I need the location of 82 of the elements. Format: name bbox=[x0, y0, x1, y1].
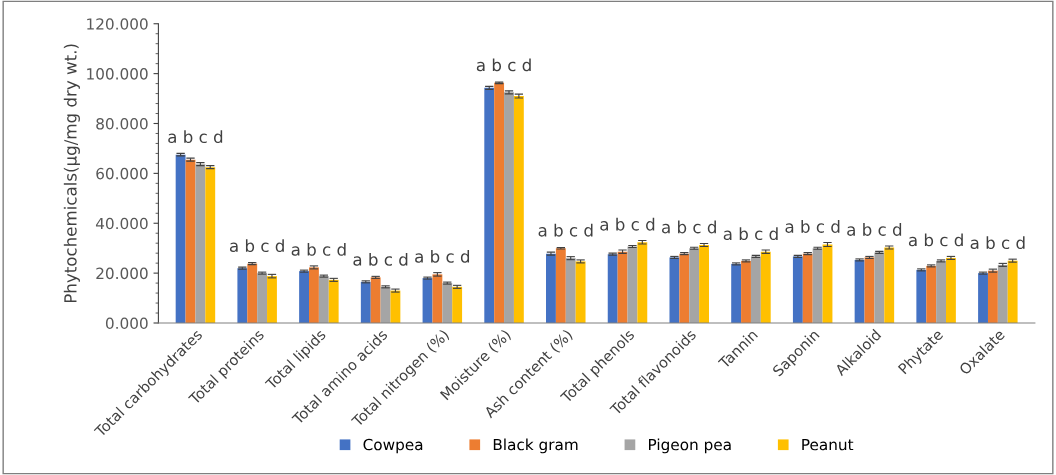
y-tick-label: 100.000 bbox=[87, 68, 148, 80]
bar bbox=[299, 271, 310, 323]
annotation: a b c d bbox=[723, 227, 778, 241]
bar bbox=[175, 154, 186, 323]
y-axis-title: Phytochemicals(µg/mg dry wt.) bbox=[63, 44, 80, 303]
bar bbox=[760, 251, 771, 323]
bar bbox=[987, 270, 998, 323]
annotation: a b c d bbox=[970, 236, 1025, 250]
bar bbox=[679, 253, 690, 323]
annotation: a b c d bbox=[847, 222, 902, 236]
annotation: a b c d bbox=[415, 249, 470, 263]
bar bbox=[565, 258, 576, 323]
annotation: a b c d bbox=[291, 242, 346, 256]
annotation: a b c d bbox=[229, 239, 284, 253]
bar bbox=[812, 248, 823, 323]
legend-label: Black gram bbox=[493, 438, 578, 454]
bar bbox=[607, 254, 618, 323]
bar bbox=[267, 276, 277, 323]
bar bbox=[926, 265, 937, 323]
annotation: a b c d bbox=[908, 233, 963, 247]
bar bbox=[978, 273, 988, 323]
bar bbox=[546, 253, 556, 323]
bar bbox=[422, 278, 433, 323]
bar bbox=[370, 277, 381, 323]
bar bbox=[575, 261, 586, 323]
bar bbox=[884, 247, 895, 323]
y-tick-label: 120.000 bbox=[87, 18, 148, 30]
annotation: a b c d bbox=[785, 219, 840, 233]
bar bbox=[997, 264, 1008, 323]
bar bbox=[309, 267, 319, 323]
bar bbox=[792, 256, 803, 323]
bar bbox=[360, 281, 371, 323]
bar bbox=[1007, 260, 1018, 323]
bar bbox=[946, 257, 956, 323]
annotation: a b c d bbox=[353, 252, 408, 266]
bar bbox=[874, 252, 885, 323]
bar bbox=[699, 244, 709, 323]
bar bbox=[864, 257, 875, 323]
bar bbox=[257, 273, 268, 323]
legend-label: Pigeon pea bbox=[649, 438, 731, 454]
bar bbox=[731, 263, 742, 323]
y-tick-label: 40.000 bbox=[95, 217, 148, 230]
bar bbox=[750, 256, 761, 323]
bar bbox=[185, 159, 196, 323]
y-tick-label: 20.000 bbox=[96, 267, 148, 280]
annotation: a b c d bbox=[168, 130, 223, 144]
bar bbox=[916, 269, 927, 323]
bar bbox=[452, 286, 463, 323]
bar bbox=[513, 96, 524, 323]
bar bbox=[555, 248, 566, 323]
annotation: a b c d bbox=[662, 220, 716, 234]
bar bbox=[318, 276, 329, 323]
legend-label: Peanut bbox=[802, 438, 854, 451]
bar bbox=[627, 246, 638, 323]
bar bbox=[689, 248, 700, 323]
annotation: a b c d bbox=[538, 223, 593, 237]
bar bbox=[380, 286, 391, 323]
y-tick-label: 0.000 bbox=[105, 317, 148, 330]
bar bbox=[205, 167, 216, 323]
bar bbox=[504, 92, 514, 323]
annotation: a b c d bbox=[476, 58, 531, 72]
bar bbox=[328, 279, 339, 323]
bar bbox=[936, 260, 946, 323]
annotation: a b c d bbox=[600, 217, 655, 231]
legend-label: Cowpea bbox=[363, 438, 423, 454]
y-tick-label: 60.000 bbox=[96, 167, 148, 180]
bar bbox=[802, 253, 813, 323]
bar bbox=[484, 87, 495, 323]
bar bbox=[822, 244, 833, 323]
bar bbox=[854, 259, 865, 323]
bar bbox=[390, 290, 401, 323]
bar bbox=[247, 263, 258, 323]
bar bbox=[617, 251, 628, 323]
y-tick-label: 80.000 bbox=[96, 117, 148, 130]
bar bbox=[494, 82, 505, 323]
bar bbox=[442, 283, 453, 323]
bar bbox=[637, 242, 648, 323]
bar bbox=[432, 274, 443, 323]
bar bbox=[741, 260, 751, 323]
bar bbox=[237, 268, 248, 323]
bar bbox=[195, 164, 206, 323]
bar bbox=[669, 257, 680, 323]
